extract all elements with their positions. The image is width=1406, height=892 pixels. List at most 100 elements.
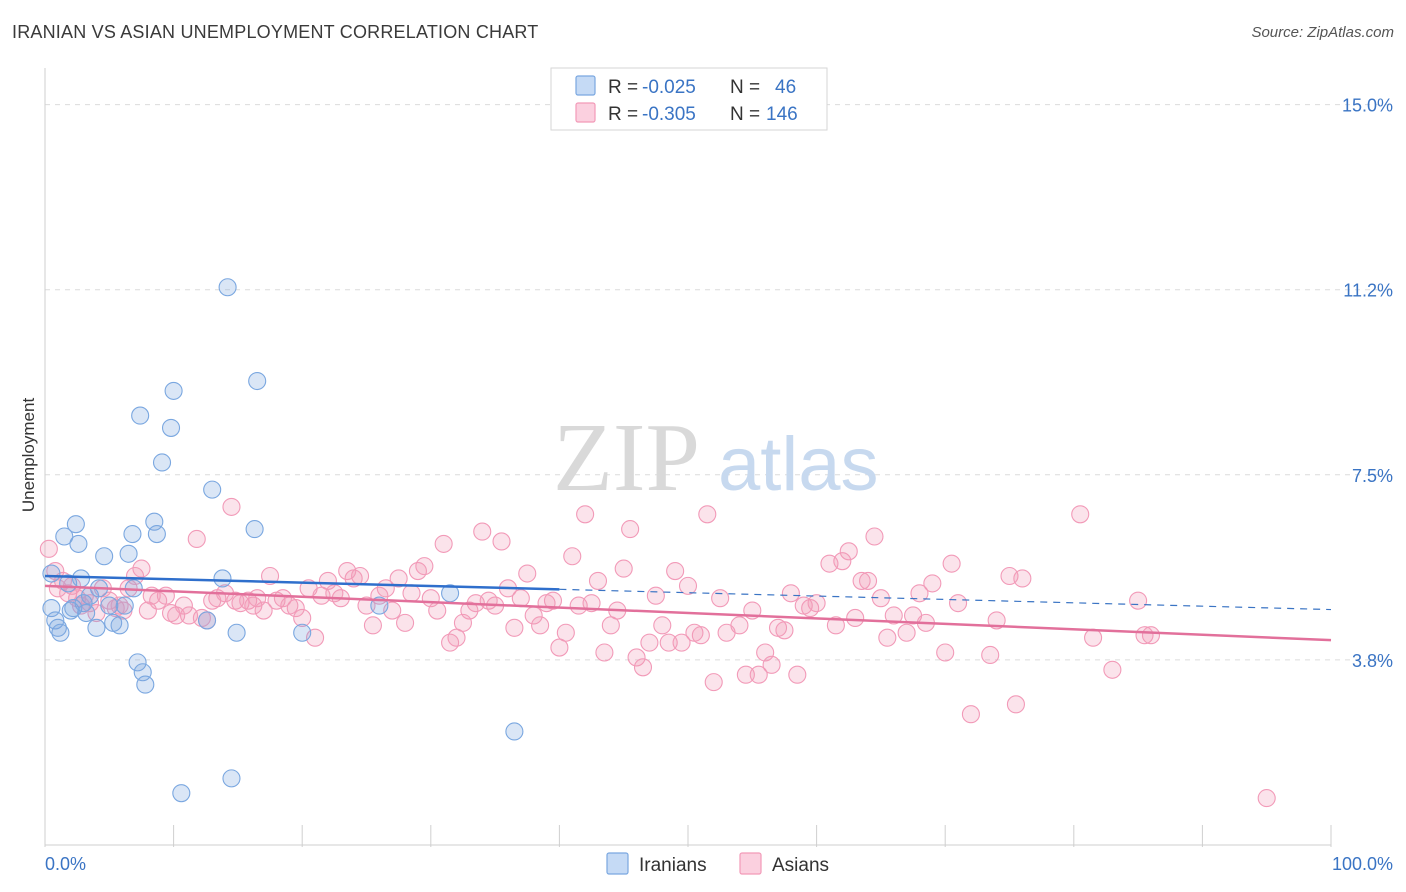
point-asians-156: [1257, 789, 1276, 808]
point-asians-140: [923, 574, 942, 593]
point-asians-135: [884, 606, 903, 625]
point-asians-121: [788, 665, 807, 684]
y-tick-labels: 15.0% 11.2% 7.5% 3.8%: [1342, 96, 1393, 671]
point-asians-127: [833, 552, 852, 571]
point-asians-151: [1084, 628, 1103, 647]
watermark-zip: ZIP: [553, 404, 700, 512]
point-iranians-5: [55, 527, 74, 546]
point-asians-96: [621, 520, 640, 539]
point-iranians-36: [203, 480, 222, 499]
legend-bottom: Iranians Asians: [606, 852, 829, 876]
point-asians-42: [273, 589, 292, 608]
legend-n-label-2: N =: [730, 104, 760, 125]
point-iranians-32: [161, 418, 181, 437]
point-asians-33: [222, 497, 241, 516]
point-asians-89: [576, 505, 595, 524]
bottom-legend-iranians: Iranians: [639, 855, 707, 876]
point-asians-104: [672, 633, 691, 652]
point-asians-108: [698, 505, 717, 524]
point-iranians-15: [87, 618, 106, 637]
point-asians-87: [563, 547, 582, 566]
y-tick-label-1: 11.2%: [1343, 281, 1393, 301]
point-asians-124: [807, 594, 826, 613]
point-asians-120: [781, 584, 800, 603]
point-asians-126: [826, 616, 845, 635]
point-asians-107: [691, 626, 710, 645]
point-asians-92: [595, 643, 614, 662]
point-asians-71: [460, 601, 479, 620]
point-asians-112: [730, 616, 749, 635]
point-asians-28: [192, 608, 211, 627]
chart-title: IRANIAN VS ASIAN UNEMPLOYMENT CORRELATIO…: [12, 22, 539, 42]
point-iranians-20: [110, 616, 129, 635]
point-asians-27: [187, 529, 206, 549]
bottom-legend-swatch-iranians: [606, 852, 629, 875]
legend-r-label-2: R =: [608, 104, 638, 125]
point-asians-141: [936, 643, 955, 662]
point-iranians-10: [69, 534, 88, 553]
point-asians-136: [897, 623, 916, 642]
legend-swatch-iranians: [575, 75, 596, 96]
point-asians-0: [39, 539, 58, 558]
point-asians-113: [736, 665, 755, 684]
point-asians-64: [415, 557, 434, 576]
point-asians-155: [1135, 626, 1154, 645]
point-asians-109: [704, 673, 723, 692]
watermark: ZIP atlas: [553, 404, 879, 512]
point-iranians-0: [42, 564, 61, 583]
trend-lines: [44, 574, 1332, 642]
point-asians-115: [749, 665, 768, 684]
legend-n-value-1: 46: [775, 77, 796, 98]
point-iranians-17: [95, 547, 114, 566]
point-asians-91: [588, 571, 608, 590]
point-asians-24: [167, 606, 186, 625]
point-asians-119: [775, 621, 794, 640]
point-asians-67: [434, 534, 453, 553]
point-asians-39: [254, 601, 273, 620]
point-asians-100: [646, 586, 665, 605]
point-asians-40: [260, 566, 280, 586]
trend-iranians-dashed: [559, 588, 1332, 611]
point-iranians-37: [213, 569, 232, 588]
point-asians-102: [659, 633, 678, 652]
point-asians-142: [942, 554, 961, 573]
point-iranians-25: [131, 406, 150, 425]
y-axis-title: Unemployment: [19, 398, 38, 513]
point-asians-80: [518, 564, 537, 583]
point-iranians-30: [147, 524, 166, 544]
point-iranians-41: [245, 520, 264, 539]
y-tick-label-3: 3.8%: [1352, 651, 1393, 671]
point-asians-145: [981, 645, 1000, 665]
y-tick-label-2: 7.5%: [1352, 466, 1393, 486]
point-asians-132: [865, 527, 884, 546]
trend-asians: [44, 584, 1332, 642]
point-asians-82: [531, 616, 550, 635]
point-asians-103: [666, 562, 685, 581]
point-asians-143: [949, 594, 968, 613]
point-asians-134: [878, 628, 897, 647]
trend-iranians: [44, 574, 560, 591]
x-tick-label-0: 0.0%: [45, 854, 86, 874]
point-asians-153: [1129, 591, 1148, 610]
point-iranians-35: [197, 611, 217, 630]
legend-r-value-1: -0.025: [642, 77, 696, 98]
point-asians-131: [858, 571, 878, 590]
point-asians-150: [1071, 505, 1090, 524]
point-iranians-46: [505, 722, 524, 741]
point-asians-62: [402, 584, 421, 603]
point-iranians-42: [248, 371, 267, 391]
point-iranians-3: [48, 618, 67, 637]
point-iranians-43: [293, 623, 312, 642]
point-asians-138: [910, 584, 929, 603]
point-asians-66: [428, 601, 447, 620]
point-asians-117: [762, 655, 781, 674]
point-asians-9: [80, 594, 100, 613]
watermark-atlas: atlas: [718, 422, 879, 507]
point-iranians-34: [172, 784, 191, 803]
x-tick-label-1: 100.0%: [1332, 854, 1393, 874]
point-asians-45: [293, 608, 312, 627]
point-asians-149: [1013, 569, 1032, 588]
point-asians-25: [174, 596, 193, 615]
point-asians-73: [473, 522, 492, 541]
